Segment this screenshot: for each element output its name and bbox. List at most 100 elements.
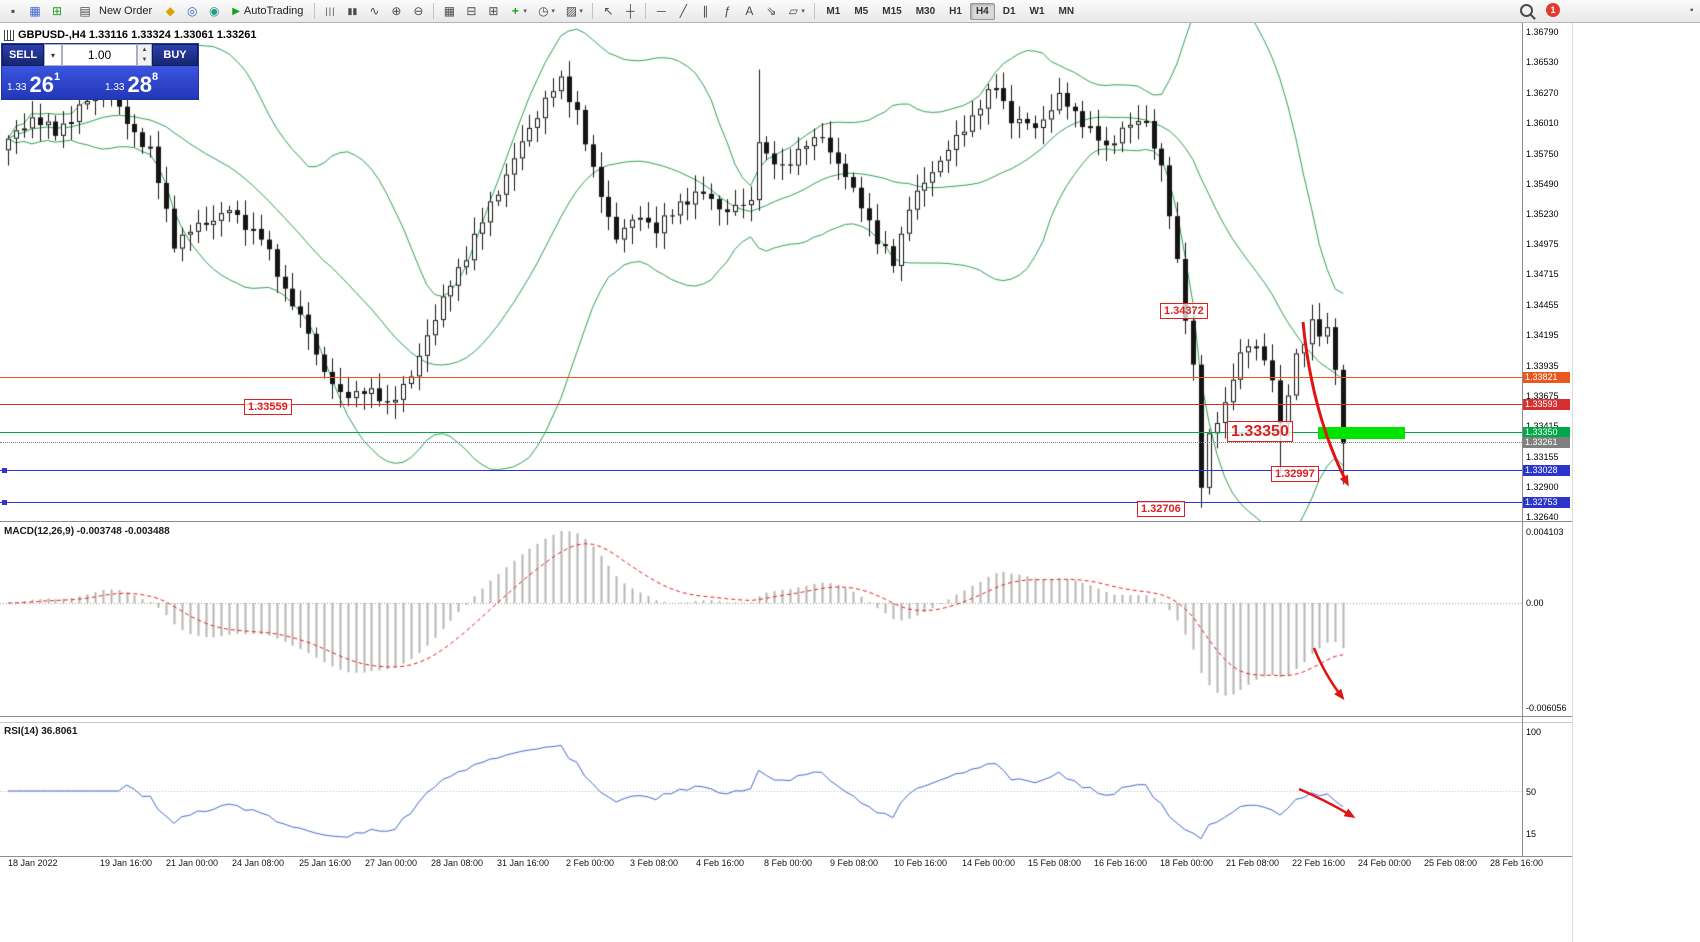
new-chart-icon[interactable]: ⊞ [51, 4, 63, 18]
cursor-tool-icon[interactable]: ↖ [603, 4, 614, 18]
chart-window-icon[interactable]: ▦ [29, 4, 41, 18]
zoom-in-icon[interactable]: ⊕ [391, 4, 402, 18]
fibonacci-tool-icon[interactable]: ƒ [724, 4, 731, 18]
tf-m1[interactable]: M1 [826, 5, 841, 17]
shapes-tool-icon[interactable]: ▱ [788, 4, 799, 18]
sell-price[interactable]: 1.33 26 1 [2, 66, 100, 99]
highlight-rectangle[interactable] [1318, 427, 1405, 439]
price-axis-label: 1.32900 [1526, 481, 1559, 492]
sell-price-small: 1.33 [7, 82, 27, 93]
time-axis-label: 16 Feb 16:00 [1094, 858, 1148, 868]
time-axis-label: 4 Feb 16:00 [696, 858, 745, 868]
time-axis-label: 9 Feb 08:00 [830, 858, 879, 868]
tf-m5[interactable]: M5 [854, 5, 869, 17]
price-annotation[interactable]: 1.33350 [1227, 421, 1293, 442]
buy-button[interactable]: BUY [152, 44, 198, 66]
line-handle[interactable] [2, 467, 7, 473]
volume-dropdown-icon[interactable]: ▾ [44, 44, 62, 66]
price-annotation[interactable]: 1.34372 [1160, 303, 1208, 319]
tf-h1[interactable]: H1 [949, 5, 962, 17]
tf-w1[interactable]: W1 [1029, 5, 1045, 17]
price-axis-label: 1.34975 [1526, 239, 1559, 250]
autotrading-label: AutoTrading [243, 5, 304, 17]
sell-button[interactable]: SELL [2, 44, 44, 66]
price-line-1.33261[interactable] [0, 442, 1522, 444]
macd-label: MACD(12,26,9) -0.003748 -0.003488 [4, 526, 170, 537]
periods-dropdown-icon[interactable]: ▾ [551, 8, 555, 15]
buy-price-big: 28 [127, 72, 152, 97]
price-line-1.33821[interactable] [0, 376, 1522, 378]
price-axis-label: 1.34455 [1526, 299, 1559, 310]
time-axis-label: 21 Jan 00:00 [166, 858, 219, 868]
volume-stepper[interactable]: ▲ ▼ [137, 44, 152, 66]
toolbar-separator [645, 3, 647, 19]
price-axis-label: 1.33935 [1526, 360, 1559, 371]
symbol-ohlc-header: GBPUSD-,H4 1.33116 1.33324 1.33061 1.332… [4, 29, 257, 41]
rsi-axis-label: 15 [1526, 829, 1537, 839]
tf-m15[interactable]: M15 [882, 5, 902, 17]
tile-windows-icon[interactable]: ▦ [443, 4, 456, 18]
price-tag: 1.32753 [1523, 496, 1570, 508]
text-tool-icon[interactable]: A [745, 4, 754, 18]
volume-input[interactable] [62, 44, 137, 66]
price-tag: 1.33821 [1523, 371, 1570, 383]
profile-icon[interactable]: ▪ [10, 4, 16, 18]
time-axis-label: 18 Jan 2022 [8, 858, 58, 868]
new-order-button[interactable]: ▤ New Order [69, 2, 158, 21]
price-axis-label: 1.35490 [1526, 178, 1559, 189]
periods-clock-icon[interactable]: ◷ [538, 4, 549, 18]
search-icon[interactable] [1520, 3, 1533, 17]
sell-price-sup: 1 [53, 71, 61, 83]
price-line-1.33593[interactable] [0, 403, 1522, 405]
macd-canvas[interactable] [0, 523, 1522, 716]
price-tag: 1.33028 [1523, 464, 1570, 476]
cascade-windows-icon[interactable]: ⊟ [466, 4, 477, 18]
time-axis-label: 25 Feb 08:00 [1424, 858, 1478, 868]
macd-axis-label: 0.00 [1526, 598, 1544, 608]
pane-separator [0, 856, 1572, 857]
trendline-tool-icon[interactable]: ╱ [679, 4, 688, 18]
buy-price[interactable]: 1.33 28 8 [100, 66, 198, 99]
add-indicator-icon[interactable]: + [511, 4, 519, 18]
mql5-icon[interactable]: ◉ [208, 4, 220, 18]
price-line-1.32753[interactable] [0, 501, 1522, 503]
crosshair-tool-icon[interactable]: ┼ [626, 4, 635, 18]
toolbar: ▪ ▦ ⊞ ▤ New Order ◆ ◎ ◉ ▶ AutoTrading ||… [0, 0, 1700, 23]
price-annotation[interactable]: 1.33559 [244, 399, 292, 415]
price-annotation[interactable]: 1.32997 [1271, 466, 1319, 482]
autotrading-button[interactable]: ▶ AutoTrading [226, 2, 309, 21]
expert-advisors-icon[interactable]: ◆ [165, 4, 175, 18]
community-icon[interactable]: ◎ [186, 4, 198, 18]
templates-dropdown-icon[interactable]: ▾ [579, 8, 583, 15]
pane-separator[interactable] [0, 521, 1572, 522]
candlestick-mode-icon[interactable]: ▮▮ [347, 5, 358, 16]
channel-tool-icon[interactable]: ∥ [702, 4, 709, 18]
price-line-1.33350[interactable] [0, 432, 1522, 433]
horizontal-line-tool-icon[interactable]: ─ [657, 4, 666, 18]
price-line-1.33028[interactable] [0, 469, 1522, 471]
zoom-out-icon[interactable]: ⊖ [413, 4, 424, 18]
time-axis-label: 21 Feb 08:00 [1226, 858, 1280, 868]
bar-chart-mode-icon[interactable]: ||| [325, 6, 336, 16]
shapes-dropdown-icon[interactable]: ▾ [801, 8, 805, 15]
rsi-canvas[interactable] [0, 723, 1522, 856]
templates-icon[interactable]: ▨ [565, 4, 578, 18]
price-annotation[interactable]: 1.32706 [1137, 501, 1185, 517]
time-axis-label: 19 Jan 16:00 [100, 858, 153, 868]
line-chart-mode-icon[interactable]: ∿ [369, 4, 380, 18]
tf-h4[interactable]: H4 [969, 2, 995, 20]
notification-badge[interactable]: 1 [1546, 3, 1560, 17]
pane-separator[interactable] [0, 716, 1572, 717]
tf-m30[interactable]: M30 [915, 5, 936, 17]
time-axis-label: 15 Feb 08:00 [1028, 858, 1082, 868]
price-axis-label: 1.32640 [1526, 511, 1559, 522]
arrows-tool-icon[interactable]: ⇘ [766, 4, 777, 18]
price-axis-label: 1.33675 [1526, 391, 1559, 402]
main-chart-canvas[interactable] [0, 23, 1522, 521]
add-indicator-dropdown-icon[interactable]: ▾ [523, 8, 527, 15]
tf-d1[interactable]: D1 [1002, 5, 1016, 17]
arrange-windows-icon[interactable]: ⊞ [488, 4, 499, 18]
tf-mn[interactable]: MN [1058, 5, 1075, 17]
line-handle[interactable] [2, 499, 7, 505]
new-order-icon: ▤ [79, 4, 91, 18]
